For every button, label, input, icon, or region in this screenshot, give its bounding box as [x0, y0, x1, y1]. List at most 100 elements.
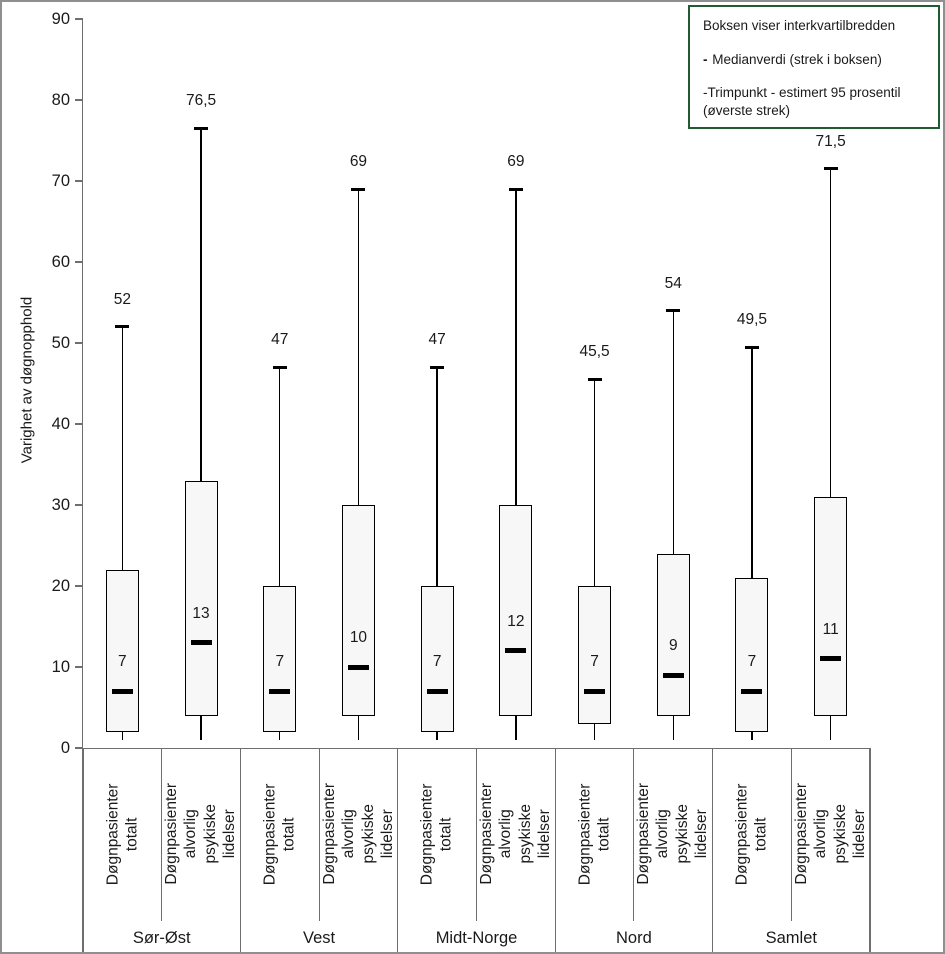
- whisker-lower-line: [593, 723, 596, 740]
- median-value-label: 12: [507, 612, 525, 630]
- whisker-upper-line: [279, 367, 281, 586]
- median-bar: [662, 672, 684, 678]
- category-label: Døgnpasienter totalt: [555, 749, 634, 919]
- median-value-label: 11: [822, 620, 839, 638]
- p95-value-label: 52: [113, 290, 131, 308]
- whisker-upper-line: [200, 128, 202, 481]
- iqr-box: [656, 553, 690, 716]
- whisker-upper-line: [357, 189, 360, 505]
- y-tick-label: 20: [51, 577, 70, 595]
- median-value-label: 10: [349, 629, 368, 646]
- y-tick: [75, 747, 83, 749]
- category-label-text: Døgnpasienter alvorlig psykiske lidelser: [478, 783, 554, 885]
- y-tick: [75, 342, 83, 344]
- legend-median-item: - Medianverdi (strek i boksen): [703, 51, 925, 69]
- whisker-lower-line: [121, 731, 124, 740]
- y-tick-label: 90: [51, 10, 70, 28]
- whisker-cap: [194, 126, 209, 130]
- region-divider: [397, 748, 399, 952]
- whisker-lower-line: [515, 715, 517, 740]
- p95-value-label: 49,5: [736, 311, 768, 329]
- median-bar: [426, 688, 448, 694]
- category-label: Døgnpasienter alvorlig psykiske lidelser: [319, 749, 398, 919]
- whisker-cap: [272, 365, 287, 369]
- category-label-text: Døgnpasienter totalt: [733, 783, 770, 885]
- whisker-upper-line: [672, 310, 674, 554]
- y-tick-label: 60: [51, 253, 70, 271]
- category-label-text: Døgnpasienter totalt: [418, 783, 456, 885]
- p95-value-label: 76,5: [185, 92, 217, 110]
- y-tick: [75, 99, 83, 101]
- whisker-upper-line: [121, 326, 124, 570]
- whisker-cap: [508, 187, 523, 191]
- iqr-box: [420, 586, 454, 732]
- iqr-box: [735, 577, 769, 732]
- y-tick-label: 30: [51, 496, 70, 514]
- category-label-text: Døgnpasienter totalt: [576, 783, 613, 885]
- whisker-cap: [823, 167, 838, 171]
- y-tick: [75, 423, 83, 425]
- whisker-upper-line: [515, 189, 517, 505]
- category-label-text: Døgnpasienter totalt: [103, 783, 141, 885]
- y-tick-label: 50: [51, 334, 70, 352]
- median-value-label: 7: [747, 653, 757, 671]
- category-label: Døgnpasienter totalt: [398, 749, 477, 919]
- p95-value-label: 47: [428, 331, 446, 349]
- y-tick-label: 80: [51, 91, 70, 109]
- whisker-lower-line: [672, 715, 674, 740]
- legend-trim-item: -Trimpunkt - estimert 95 prosentil (øver…: [703, 85, 901, 118]
- iqr-box: [814, 496, 848, 716]
- whisker-cap: [115, 325, 130, 329]
- whisker-lower-line: [829, 715, 832, 740]
- category-divider: [633, 748, 635, 921]
- whisker-upper-line: [751, 347, 753, 578]
- region-label: Samlet: [765, 928, 817, 947]
- whisker-cap: [430, 365, 445, 369]
- iqr-box: [263, 586, 297, 732]
- median-value-label: 7: [275, 653, 285, 671]
- y-tick-label: 10: [51, 658, 70, 676]
- y-tick: [75, 504, 83, 506]
- iqr-box: [341, 505, 375, 716]
- median-bar: [269, 688, 291, 694]
- category-label-text: Døgnpasienter alvorlig psykiske lidelser: [320, 783, 396, 885]
- whisker-cap: [351, 187, 366, 191]
- category-divider: [790, 748, 792, 921]
- whisker-cap: [587, 377, 602, 381]
- median-bar: [820, 656, 842, 662]
- legend-title: Boksen viser interkvartilbredden: [703, 18, 896, 33]
- median-value-label: 7: [590, 653, 599, 671]
- region-divider: [712, 748, 714, 952]
- y-axis-title: Varighet av døgnopphold: [18, 296, 36, 464]
- median-value-label: 7: [118, 653, 127, 671]
- iqr-box: [499, 505, 533, 716]
- category-divider: [318, 748, 320, 921]
- category-label: Døgnpasienter alvorlig psykiske lidelser: [634, 749, 713, 919]
- region-divider: [82, 748, 84, 952]
- median-bar: [505, 648, 527, 654]
- whisker-lower-line: [751, 731, 753, 740]
- median-dash-glyph: -: [703, 51, 709, 67]
- median-bar: [347, 664, 369, 670]
- median-value-label: 13: [192, 604, 210, 622]
- x-axis-line: [81, 748, 870, 750]
- region-divider: [239, 748, 241, 952]
- whisker-lower-line: [357, 715, 360, 740]
- region-label: Sør-Øst: [132, 928, 191, 947]
- y-tick: [75, 180, 83, 182]
- region-label: Midt-Norge: [435, 928, 518, 947]
- category-divider: [161, 748, 163, 921]
- p95-value-label: 54: [664, 274, 682, 292]
- category-label-text: Døgnpasienter alvorlig psykiske lidelser: [635, 783, 711, 885]
- y-tick-label: 70: [51, 172, 70, 190]
- category-label-text: Døgnpasienter alvorlig psykiske lidelser: [792, 783, 869, 885]
- median-bar: [190, 640, 212, 646]
- category-label: Døgnpasienter totalt: [240, 749, 319, 919]
- category-label: Døgnpasienter alvorlig psykiske lidelser: [791, 749, 870, 919]
- category-label-text: Døgnpasienter alvorlig psykiske lidelser: [163, 783, 239, 885]
- region-label: Vest: [303, 928, 336, 947]
- region-divider: [554, 748, 556, 952]
- category-label: Døgnpasienter alvorlig psykiske lidelser: [162, 749, 241, 919]
